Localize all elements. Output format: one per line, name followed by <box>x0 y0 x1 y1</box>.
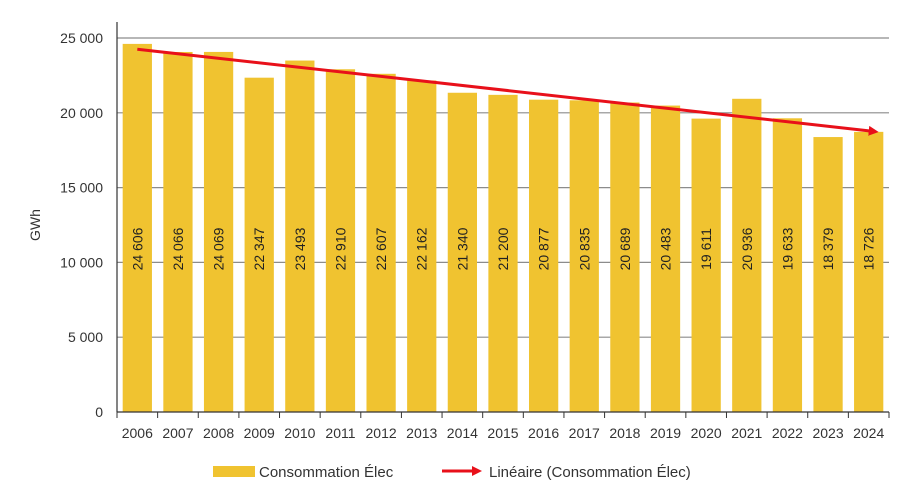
bar-2011 <box>325 69 356 412</box>
y-tick-label: 20 000 <box>60 105 103 121</box>
bar-2023 <box>813 137 843 412</box>
y-tick-label: 0 <box>95 404 103 420</box>
x-tick-label: 2014 <box>447 425 478 441</box>
trendline-layer <box>137 47 879 136</box>
data-label: 24 069 <box>211 227 227 270</box>
bar-2008 <box>203 51 234 412</box>
legend-swatch-consommation <box>213 466 255 477</box>
legend-label-trendline: Linéaire (Consommation Élec) <box>489 464 691 481</box>
data-label: 19 611 <box>698 228 714 270</box>
x-tick-label: 2009 <box>244 425 275 441</box>
x-tick-label: 2022 <box>772 425 803 441</box>
bar-2018 <box>610 102 640 413</box>
data-label: 24 606 <box>129 227 145 270</box>
axes <box>116 22 890 418</box>
trendline <box>137 47 879 136</box>
data-label: 21 200 <box>495 227 511 270</box>
x-tick-label: 2021 <box>731 425 762 441</box>
bar-2024 <box>854 131 884 412</box>
bar-2021 <box>732 98 762 413</box>
data-label: 20 835 <box>576 227 592 270</box>
data-label: 22 910 <box>332 227 348 270</box>
bar-2015 <box>488 94 518 413</box>
y-tick-label: 10 000 <box>60 254 103 270</box>
bar-2019 <box>650 105 681 413</box>
bar-2014 <box>447 92 477 412</box>
data-label: 22 607 <box>373 227 389 270</box>
data-label: 20 689 <box>617 227 633 270</box>
x-tick-label: 2024 <box>853 425 884 441</box>
x-tick-label: 2015 <box>487 425 518 441</box>
data-label: 20 936 <box>739 227 755 270</box>
bar-2006 <box>122 43 152 413</box>
bar-2020 <box>691 118 721 412</box>
data-label: 21 340 <box>454 227 470 270</box>
tick-labels: 0 5 000 10 000 15 000 20 000 25 000 2006 2007 20… <box>60 30 884 441</box>
x-tick-label: 2013 <box>406 425 437 441</box>
x-tick-label: 2018 <box>609 425 640 441</box>
data-label: 20 877 <box>536 227 552 270</box>
x-tick-label: 2016 <box>528 425 559 441</box>
y-tick-label: 25 000 <box>60 30 103 46</box>
x-tick-label: 2012 <box>366 425 397 441</box>
data-label: 19 633 <box>779 227 795 270</box>
y-tick-label: 5 000 <box>68 329 103 345</box>
bar-2010 <box>285 60 315 413</box>
x-tick-label: 2006 <box>122 425 153 441</box>
legend-label-consommation: Consommation Élec <box>259 464 394 481</box>
bar-2012 <box>366 73 396 412</box>
x-tick-label: 2023 <box>812 425 843 441</box>
x-tick-label: 2020 <box>691 425 722 441</box>
x-tick-label: 2008 <box>203 425 234 441</box>
bar-2013 <box>407 80 437 412</box>
y-tick-label: 15 000 <box>60 180 103 196</box>
data-label: 24 066 <box>170 227 186 270</box>
legend: Consommation Élec Linéaire (Consommation… <box>213 464 691 481</box>
data-label: 22 347 <box>251 227 267 270</box>
data-label: 20 483 <box>658 227 674 270</box>
bar-2009 <box>244 77 274 413</box>
x-tick-label: 2007 <box>162 425 193 441</box>
data-label: 18 379 <box>820 227 836 270</box>
y-axis-title: GWh <box>27 209 43 241</box>
bar-2007 <box>163 51 193 412</box>
x-tick-label: 2017 <box>569 425 600 441</box>
bar-2016 <box>529 99 559 412</box>
bars: 24 606 24 066 24 069 22 347 23 493 22 910 22 6… <box>122 43 884 413</box>
bar-2017 <box>569 100 599 412</box>
data-label: 22 162 <box>414 227 430 270</box>
x-tick-label: 2011 <box>325 425 355 441</box>
x-tick-label: 2019 <box>650 425 681 441</box>
data-label: 18 726 <box>861 227 877 270</box>
bar-2022 <box>772 118 803 413</box>
data-label: 23 493 <box>292 227 308 270</box>
x-tick-label: 2010 <box>284 425 315 441</box>
